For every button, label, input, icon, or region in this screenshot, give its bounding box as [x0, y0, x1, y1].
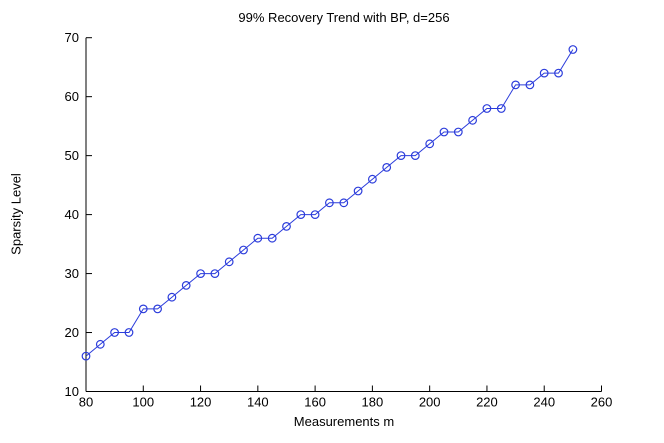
data-point-marker	[482, 104, 492, 113]
y-tick-label: 20	[65, 325, 79, 340]
data-point-marker	[210, 269, 220, 279]
y-tick-label: 30	[65, 266, 79, 281]
data-point-marker	[253, 233, 263, 243]
data-point-marker	[511, 80, 520, 90]
data-point-marker	[239, 245, 248, 255]
x-tick-label: 140	[247, 395, 269, 410]
y-tick-label: 70	[65, 30, 79, 45]
x-tick-label: 80	[79, 395, 93, 410]
data-point-marker	[368, 174, 377, 184]
data-line	[85, 49, 574, 357]
data-point-marker	[554, 68, 563, 78]
data-point-marker	[425, 139, 435, 149]
x-axis-label: Measurements m	[293, 414, 395, 429]
data-point-marker	[539, 68, 549, 78]
data-point-marker	[310, 210, 320, 220]
chart-title: 99% Recovery Trend with BP, d=256	[238, 10, 450, 25]
data-point-marker	[353, 186, 363, 196]
x-tick-label: 240	[533, 395, 555, 410]
data-point-marker	[325, 198, 334, 208]
data-point-marker	[468, 115, 478, 125]
data-point-marker	[525, 80, 535, 90]
data-point-marker	[153, 304, 163, 314]
data-point-marker	[224, 257, 234, 267]
data-point-marker	[382, 162, 392, 172]
data-point-marker	[453, 127, 463, 137]
y-tick-label: 40	[65, 207, 79, 222]
x-tick-label: 100	[132, 395, 154, 410]
data-point-marker	[196, 269, 206, 279]
x-tick-label: 120	[190, 395, 212, 410]
data-point-marker	[81, 351, 91, 361]
y-tick-label: 10	[65, 384, 79, 399]
data-point-marker	[496, 104, 506, 113]
x-tick-label: 200	[419, 395, 441, 410]
data-point-marker	[181, 281, 191, 290]
y-tick-label: 60	[65, 89, 79, 104]
data-point-marker	[396, 151, 406, 161]
x-tick-label: 220	[476, 395, 498, 410]
x-tick-label: 260	[591, 395, 613, 410]
data-point-marker	[267, 233, 277, 243]
data-point-marker	[439, 127, 449, 137]
y-tick-label: 50	[65, 148, 79, 163]
data-point-marker	[110, 328, 119, 337]
x-tick-label: 160	[304, 395, 326, 410]
data-point-marker	[282, 221, 291, 231]
data-point-marker	[95, 339, 105, 349]
data-point-marker	[124, 328, 134, 337]
data-point-marker	[138, 304, 148, 314]
data-point-marker	[339, 198, 349, 208]
data-point-marker	[410, 151, 420, 161]
data-point-marker	[296, 210, 306, 220]
x-tick-label: 180	[362, 395, 384, 410]
data-point-marker	[568, 45, 578, 54]
data-point-marker	[167, 292, 177, 302]
